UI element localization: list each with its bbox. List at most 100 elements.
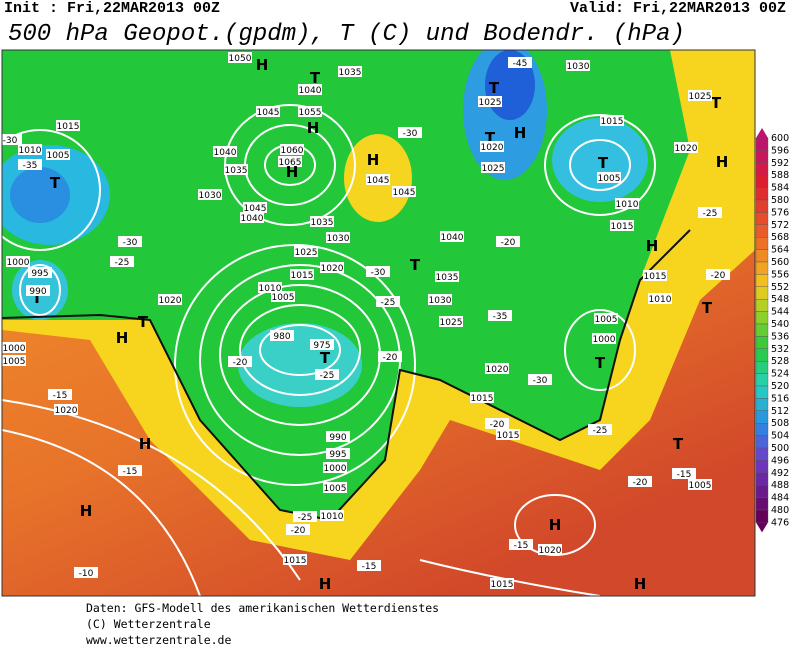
colorbar-swatch — [755, 323, 769, 337]
contour-label: 1000 — [324, 464, 347, 474]
label-box — [326, 232, 350, 243]
label-box — [46, 149, 70, 160]
pressure-center: H — [716, 153, 729, 171]
contour-label: 1040 — [441, 233, 464, 243]
contour-label: 995 — [31, 269, 48, 279]
colorbar-label: 560 — [771, 257, 789, 268]
label-box — [588, 424, 612, 435]
contour-label: 1005 — [595, 315, 618, 325]
label-box — [470, 392, 494, 403]
pressure-center: T — [489, 79, 500, 97]
label-box — [610, 220, 634, 231]
contour-label: -45 — [513, 59, 528, 69]
contour-label: -15 — [53, 391, 68, 401]
colorbar-label: 584 — [771, 183, 789, 194]
contour-label: 975 — [313, 341, 330, 351]
colorbar-swatch — [755, 174, 769, 188]
colorbar-swatch — [755, 286, 769, 300]
pressure-center: T — [32, 289, 43, 307]
label-box — [376, 296, 400, 307]
label-box — [615, 198, 639, 209]
pressure-center: H — [646, 237, 659, 255]
colorbar-label: 496 — [771, 455, 789, 466]
label-box — [278, 156, 302, 167]
label-box — [508, 57, 532, 68]
colorbar-swatch — [755, 485, 769, 498]
label-box — [326, 431, 350, 442]
colorbar-swatch — [755, 447, 769, 461]
label-box — [18, 144, 42, 155]
contour-label: 990 — [29, 287, 46, 297]
label-box — [366, 266, 390, 277]
colorbar-label: 520 — [771, 381, 789, 392]
contour-label: -30 — [533, 376, 548, 386]
label-box — [243, 202, 267, 213]
colorbar-label: 492 — [771, 468, 789, 479]
contour-label: -20 — [490, 420, 505, 430]
colorbar-label: 564 — [771, 245, 789, 256]
label-box — [326, 448, 350, 459]
contour-label: -30 — [3, 136, 18, 146]
contour-label: 1040 — [241, 214, 264, 224]
colorbar-label: 540 — [771, 319, 789, 330]
contour-label: 1015 — [497, 431, 520, 441]
label-box — [258, 282, 282, 293]
colorbar-label: 532 — [771, 344, 789, 355]
colorbar-swatch — [755, 497, 769, 511]
isobars — [2, 104, 656, 596]
colorbar-label: 504 — [771, 431, 789, 442]
label-box — [118, 465, 142, 476]
label-box — [398, 127, 422, 138]
colorbar-label: 524 — [771, 369, 789, 380]
colorbar-label: 568 — [771, 232, 789, 243]
contour-label: 1020 — [321, 264, 344, 274]
contour-label: 1045 — [393, 188, 416, 198]
contour-label: 1005 — [598, 174, 621, 184]
contour-label: 1020 — [486, 365, 509, 375]
contour-label: 1020 — [539, 546, 562, 556]
colorbar-swatch — [755, 236, 769, 250]
contour-label: -15 — [677, 470, 692, 480]
contour-label: -25 — [298, 513, 313, 523]
label-box — [600, 115, 624, 126]
label-box — [293, 511, 317, 522]
contour-label: -25 — [115, 258, 130, 268]
pressure-center: H — [514, 124, 527, 142]
contour-label: 995 — [329, 450, 346, 460]
pressure-center: H — [367, 151, 380, 169]
label-box — [270, 330, 294, 341]
footer-line: www.wetterzentrale.de — [86, 633, 231, 647]
contour-label: 1065 — [279, 158, 302, 168]
colorbar-swatch — [755, 435, 769, 449]
colorbar-label: 596 — [771, 145, 789, 156]
contour-label: 1015 — [491, 580, 514, 590]
label-box — [674, 142, 698, 153]
contour-label: 1010 — [649, 295, 672, 305]
contour-label: 1015 — [601, 117, 624, 127]
pressure-center: H — [319, 575, 332, 593]
contour-label: 1005 — [3, 357, 26, 367]
pressure-center: H — [634, 575, 647, 593]
contour-label: 1045 — [244, 204, 267, 214]
colorbar-label: 488 — [771, 480, 789, 491]
label-box — [485, 363, 509, 374]
contour-label: 1035 — [225, 166, 248, 176]
contour-label: 1025 — [482, 164, 505, 174]
contour-label: 1015 — [471, 394, 494, 404]
pressure-center: H — [549, 516, 562, 534]
label-box — [213, 146, 237, 157]
colorbar-swatch — [755, 398, 769, 411]
label-box — [538, 544, 562, 555]
colorbar-swatch — [755, 311, 769, 325]
pressure-center: H — [307, 119, 320, 137]
colorbar-swatch — [755, 361, 769, 374]
colorbar-label: 484 — [771, 493, 789, 504]
contour-label: 1020 — [675, 144, 698, 154]
colorbar-swatch — [755, 162, 769, 176]
pressure-center: H — [286, 163, 299, 181]
label-box — [118, 236, 142, 247]
colorbar-label: 536 — [771, 331, 789, 342]
label-box — [648, 293, 672, 304]
